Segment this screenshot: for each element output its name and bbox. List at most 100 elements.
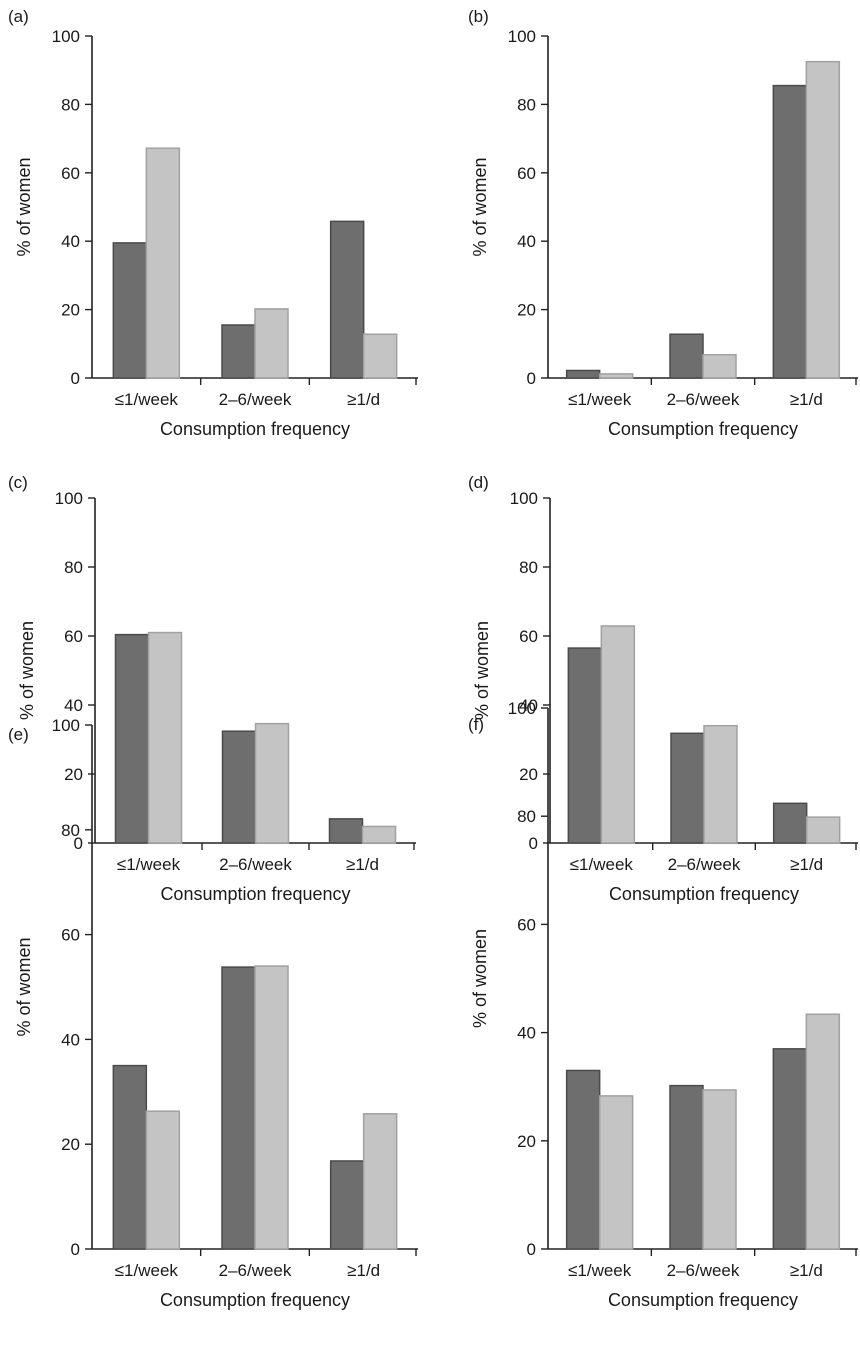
y-tick-label: 0 (71, 369, 80, 388)
y-tick-label: 60 (517, 915, 536, 934)
bar-light (145, 147, 181, 379)
y-axis-title: % of women (472, 621, 492, 720)
x-tick-label: 2–6/week (219, 390, 292, 409)
y-tick-label: 100 (510, 489, 538, 508)
x-tick-label: ≤1/week (570, 855, 634, 874)
bar-dark (669, 1084, 704, 1250)
bar-light (702, 353, 737, 379)
bar-dark (329, 220, 365, 379)
bar-light (145, 1110, 181, 1250)
y-tick-label: 40 (61, 232, 80, 251)
chart-panel-a: (a) 0 20 40 60 80 100 % of women ≤1/week 2–6/week… (8, 7, 418, 439)
x-axis-title: Consumption frequency (160, 419, 350, 439)
x-tick-label: 2–6/week (668, 855, 741, 874)
x-axis-title: Consumption frequency (160, 1290, 350, 1310)
x-tick-label: ≤1/week (115, 390, 179, 409)
bar-light (254, 722, 290, 844)
y-tick-label: 80 (61, 821, 80, 840)
x-tick-label: ≥1/d (790, 390, 823, 409)
y-tick-label: 40 (517, 232, 536, 251)
bar-dark (328, 818, 364, 844)
x-tick-label: ≤1/week (568, 1261, 632, 1280)
y-tick-label: 20 (64, 765, 83, 784)
bar-light (600, 625, 636, 844)
y-tick-label: 60 (64, 627, 83, 646)
bar-light (805, 816, 841, 844)
y-tick-label: 60 (517, 164, 536, 183)
x-tick-label: 2–6/week (219, 855, 292, 874)
bar-dark (112, 1064, 148, 1250)
x-axis-title: Consumption frequency (608, 1290, 798, 1310)
x-tick-label: ≤1/week (568, 390, 632, 409)
bar-light (805, 1013, 841, 1250)
bar-dark (114, 633, 150, 844)
bar-dark (565, 1069, 601, 1250)
y-axis-title: % of women (470, 929, 490, 1028)
bar-dark (565, 369, 601, 379)
y-axis-title: % of women (14, 157, 34, 256)
y-tick-label: 100 (508, 699, 536, 718)
y-tick-label: 80 (64, 558, 83, 577)
bar-light (362, 1113, 398, 1250)
panel-label: (d) (468, 473, 489, 492)
bar-light (702, 1089, 737, 1250)
y-tick-label: 100 (55, 489, 83, 508)
x-tick-label: ≥1/d (790, 1261, 823, 1280)
bar-dark (772, 84, 808, 379)
x-axis-title: Consumption frequency (608, 419, 798, 439)
y-tick-label: 80 (519, 558, 538, 577)
chart-panel-c: (c) 0 20 40 60 80 100 % of women ≤1/week 2–6/week… (8, 473, 416, 904)
bar-dark (221, 324, 256, 379)
y-tick-label: 60 (519, 627, 538, 646)
x-axis-title: Consumption frequency (160, 884, 350, 904)
y-tick-label: 0 (527, 369, 536, 388)
y-tick-label: 0 (74, 834, 83, 853)
chart-panel-e: (e) 0 20 40 60 80 100 % of women ≤1/week 2–6/week… (8, 716, 418, 1310)
bar-dark (221, 966, 256, 1250)
bar-dark (772, 802, 808, 844)
y-tick-label: 40 (61, 1030, 80, 1049)
bar-dark (669, 333, 704, 379)
y-tick-label: 40 (519, 696, 538, 715)
bar-dark (567, 647, 603, 844)
y-tick-label: 20 (61, 301, 80, 320)
x-tick-label: ≤1/week (115, 1261, 179, 1280)
x-tick-label: ≥1/d (790, 855, 823, 874)
bar-dark (112, 242, 148, 379)
bar-light (362, 333, 398, 379)
x-tick-label: ≥1/d (346, 855, 379, 874)
panel-label: (c) (8, 473, 28, 492)
x-tick-label: 2–6/week (667, 390, 740, 409)
y-tick-label: 60 (61, 926, 80, 945)
y-tick-label: 100 (52, 27, 80, 46)
x-tick-label: 2–6/week (667, 1261, 740, 1280)
y-tick-label: 100 (508, 27, 536, 46)
panel-label: (f) (468, 715, 484, 734)
y-tick-label: 40 (64, 696, 83, 715)
bar-dark (670, 732, 705, 844)
y-tick-label: 20 (517, 301, 536, 320)
y-tick-label: 80 (517, 95, 536, 114)
y-tick-label: 100 (52, 716, 80, 735)
y-tick-label: 20 (61, 1135, 80, 1154)
y-axis-title: % of women (470, 157, 490, 256)
y-tick-label: 0 (71, 1240, 80, 1259)
bar-light (254, 308, 289, 379)
chart-panel-f: (f) 0 20 40 60 80 100 % of women ≤1/week 2–6/week… (468, 699, 858, 1310)
bar-light (805, 60, 841, 379)
y-tick-label: 20 (517, 1132, 536, 1151)
y-tick-label: 60 (61, 164, 80, 183)
y-axis-title: % of women (14, 937, 34, 1036)
panel-label: (a) (8, 7, 29, 26)
bar-dark (772, 1048, 808, 1250)
bar-light (703, 724, 738, 844)
y-tick-label: 80 (517, 807, 536, 826)
x-tick-label: ≥1/d (347, 1261, 380, 1280)
bar-light (254, 965, 289, 1250)
bar-light (598, 373, 634, 379)
chart-panel-b: (b) 0 20 40 60 80 100 % of women ≤1/week 2–6/week… (468, 7, 858, 439)
bar-dark (329, 1160, 365, 1250)
chart-panel-d: (d) 0 20 40 60 80 100 % of women ≤1/week 2–6/week… (468, 473, 858, 904)
y-tick-label: 40 (517, 1024, 536, 1043)
